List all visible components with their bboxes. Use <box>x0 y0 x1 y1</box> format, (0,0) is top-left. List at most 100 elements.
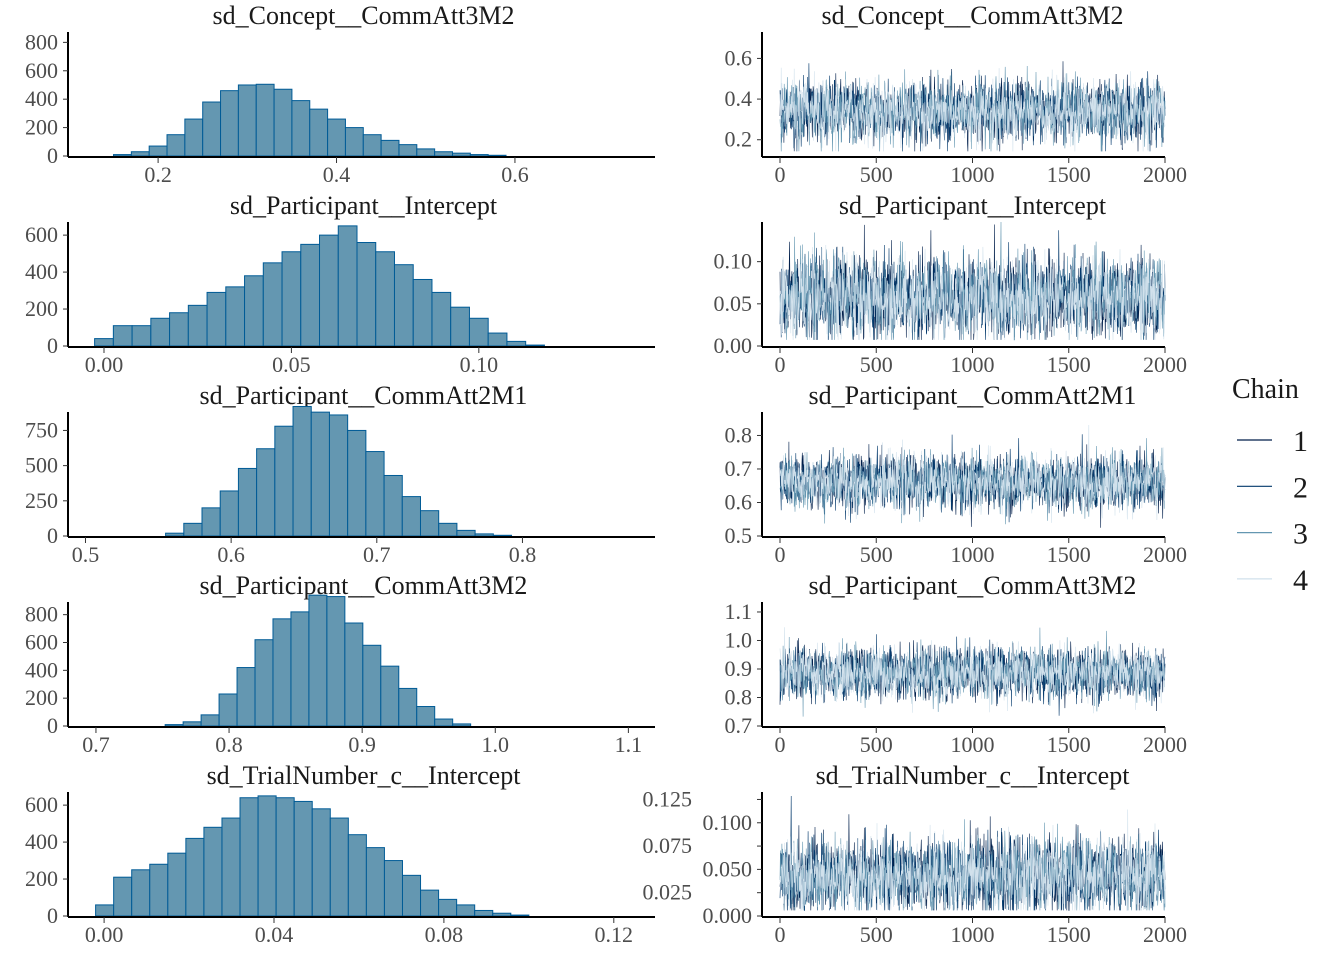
histogram-bar <box>200 714 220 727</box>
y-tick-label: 0.050 <box>703 856 753 881</box>
histogram-bar <box>185 837 205 917</box>
histogram-panel: sd_Participant__CommAtt3M2 0.7 0.8 0.9 1.0 1.… <box>25 571 655 757</box>
histogram-title: sd_TrialNumber_c__Intercept <box>207 761 522 790</box>
x-tick-label: 2000 <box>1143 542 1187 567</box>
panel-row-2: sd_Participant__Intercept 0.00 0.05 0.10 0 20… <box>25 191 1187 377</box>
trace-line-chain-4 <box>779 627 1166 714</box>
y-tick-label: 1.0 <box>725 627 753 652</box>
histogram-bar <box>319 234 339 347</box>
x-tick-label: 0.8 <box>509 542 537 567</box>
trace-line-chain-4 <box>779 809 1166 911</box>
trace-title: sd_Participant__CommAtt2M1 <box>809 381 1137 410</box>
panel-row-4: sd_Participant__CommAtt3M2 0.7 0.8 0.9 1.0 1.… <box>25 571 1187 757</box>
legend: Chain 1 2 3 4 <box>1232 374 1308 597</box>
y-tick-label: 0.6 <box>725 489 753 514</box>
x-tick-label: 0.04 <box>255 922 294 947</box>
histogram-bar <box>375 251 395 347</box>
histogram-bar <box>275 797 295 917</box>
histogram-bar <box>469 154 489 157</box>
y-tick-label: 600 <box>25 222 58 247</box>
histogram-bar <box>183 522 203 537</box>
x-tick-label: 1000 <box>951 352 995 377</box>
histogram-bar <box>487 154 507 157</box>
histogram-bar <box>244 275 264 347</box>
histogram-bar <box>290 611 310 727</box>
histogram-bar <box>438 522 458 537</box>
histogram-bar <box>165 532 185 537</box>
y-tick-label: 400 <box>25 259 58 284</box>
histogram-bar <box>202 101 222 157</box>
histogram-bar <box>362 644 382 727</box>
y-tick-label: 1.1 <box>725 599 753 624</box>
histogram-bar <box>291 100 311 157</box>
histogram-bar <box>431 291 452 347</box>
y-tick-label: 0.100 <box>703 810 753 835</box>
histogram-bar <box>362 134 382 157</box>
x-tick-label: 2000 <box>1143 352 1187 377</box>
legend-label: 1 <box>1293 425 1308 458</box>
histogram-bar <box>401 874 422 917</box>
histogram-bar <box>420 889 440 917</box>
histogram-bar <box>383 474 403 537</box>
histogram-bar <box>131 325 152 347</box>
histogram-bar <box>506 340 527 347</box>
histogram-bar <box>456 904 476 917</box>
y-tick-label: 0.6 <box>725 45 753 70</box>
y-tick-label: 0.8 <box>725 422 753 447</box>
histogram-bar <box>438 898 458 917</box>
histogram-bar <box>219 490 239 537</box>
trace-title: sd_Concept__CommAtt3M2 <box>822 1 1124 30</box>
histogram-bar <box>203 826 223 917</box>
histogram-bar <box>468 317 489 347</box>
histogram-bar <box>166 134 186 157</box>
panel-row-5: sd_TrialNumber_c__Intercept 0.00 0.04 0.08 0… <box>25 761 1187 947</box>
histogram-panel: sd_Concept__CommAtt3M2 0.2 0.4 0.6 0 200 400 60… <box>25 1 655 187</box>
histogram-bar <box>401 496 421 537</box>
trace-title: sd_Participant__Intercept <box>839 191 1107 220</box>
y-tick-label: 0.7 <box>725 456 753 481</box>
y-tick-label: 500 <box>25 453 58 478</box>
trace-line-chain-4 <box>779 424 1166 523</box>
histogram-title: sd_Concept__CommAtt3M2 <box>213 1 515 30</box>
x-tick-label: 0 <box>775 352 786 377</box>
x-tick-label: 0.6 <box>217 542 245 567</box>
y-tick-label: 200 <box>25 115 58 140</box>
x-tick-label: 500 <box>860 922 893 947</box>
histogram-bar <box>94 338 114 347</box>
x-tick-label: 0.08 <box>425 922 464 947</box>
y-tick-label: 0 <box>47 903 58 928</box>
histogram-bar <box>218 693 238 727</box>
histogram-bar <box>256 448 276 537</box>
trace-panel: sd_Participant__Intercept 0 500 1000 1500 200… <box>714 191 1188 377</box>
histogram-bar <box>347 429 367 537</box>
histogram-bar <box>149 863 169 917</box>
trace-panel: sd_Participant__CommAtt2M1 0 500 1000 1500 20… <box>725 381 1188 567</box>
histogram-title: sd_Participant__Intercept <box>230 191 498 220</box>
histogram-bar <box>274 425 294 537</box>
histogram-bar <box>281 251 302 347</box>
y-tick-label: 200 <box>25 685 58 710</box>
histogram-bar <box>487 332 508 347</box>
x-tick-label: 0.7 <box>82 732 110 757</box>
legend-title: Chain <box>1232 374 1299 405</box>
histogram-bar <box>326 596 346 727</box>
histogram-bar <box>311 808 331 917</box>
x-tick-label: 2000 <box>1143 922 1187 947</box>
histogram-bar <box>273 88 293 157</box>
histogram-bar <box>130 151 150 157</box>
x-tick-label: 0.12 <box>595 922 634 947</box>
histogram-bar <box>365 451 385 537</box>
histogram-bar <box>293 800 313 917</box>
trace-panel: sd_Participant__CommAtt3M2 0 500 1000 1500 20… <box>725 571 1188 757</box>
y-tick-label: 800 <box>25 29 58 54</box>
histogram-bar <box>525 344 545 347</box>
x-tick-label: 1500 <box>1047 542 1091 567</box>
histogram-bar <box>337 225 358 347</box>
histogram-bar <box>257 795 277 917</box>
histogram-bar <box>309 108 329 157</box>
trace-title: sd_Participant__CommAtt3M2 <box>809 571 1137 600</box>
histogram-bar <box>148 145 168 157</box>
histogram-bar <box>95 904 115 917</box>
histogram-bar <box>474 533 494 537</box>
x-tick-label: 0 <box>775 162 786 187</box>
